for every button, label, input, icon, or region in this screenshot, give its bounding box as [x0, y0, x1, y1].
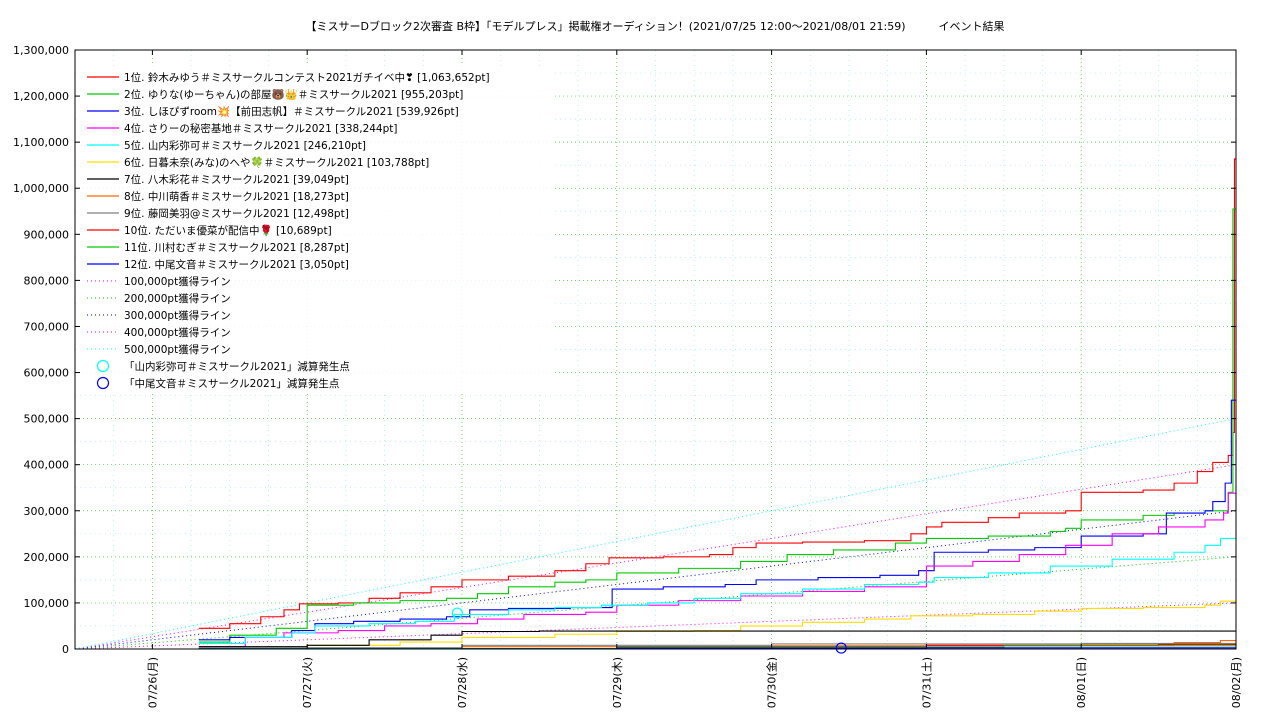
- y-tick-label: 1,000,000: [13, 182, 69, 195]
- chart-title: 【ミスサーDブロック2次審査 B枠】「モデルプレス」掲載権オーディション！(20…: [305, 19, 1004, 33]
- legend-label: 300,000pt獲得ライン: [124, 309, 231, 322]
- x-tick-label: 07/30(金): [765, 657, 779, 708]
- y-axis: 0 100,000 200,000 300,000 400,000 500,000 600,…: [13, 44, 1236, 656]
- y-tick-label: 700,000: [24, 320, 70, 333]
- plot-frame: [74, 49, 1237, 650]
- legend-label: 10位. ただいま優菜が配信中🌹 [10,689pt]: [124, 224, 332, 237]
- y-tick-label: 500,000: [24, 413, 70, 426]
- y-tick-label: 1,100,000: [13, 136, 69, 149]
- subtraction-markers: [451, 607, 847, 654]
- legend-label: 「山内彩弥可＃ミスサークル2021」減算発生点: [124, 360, 350, 373]
- x-tick-label: 07/26(月): [146, 657, 159, 708]
- series-line: [198, 399, 1236, 641]
- legend-label: 11位. 川村むぎ＃ミスサークル2021 [8,287pt]: [124, 241, 349, 254]
- reference-line: [74, 602, 1237, 650]
- legend-label: 500,000pt獲得ライン: [124, 343, 231, 356]
- legend-label: 7位. 八木彩花＃ミスサークル2021 [39,049pt]: [124, 173, 349, 186]
- series-line: [198, 158, 1236, 629]
- series-line: [198, 492, 1236, 648]
- y-tick-label: 900,000: [24, 228, 70, 241]
- y-tick-label: 100,000: [24, 597, 70, 610]
- x-tick-label: 07/29(木): [611, 657, 624, 708]
- legend-label: 6位. 日暮未奈(みな)のへや🍀＃ミスサークル2021 [103,788pt]: [124, 156, 429, 169]
- series-line: [198, 535, 1237, 645]
- legend-label: 2位. ゆりな(ゆーちゃん)の部屋🐻👑＃ミスサークル2021 [955,203p…: [124, 88, 463, 101]
- series-line: [198, 600, 1236, 649]
- y-tick-label: 300,000: [24, 505, 70, 518]
- x-tick-label: 07/28(水): [456, 657, 469, 708]
- legend: 1位. 鈴木みゆう＃ミスサークルコンテスト2021ガチイベ中❣ [1,063,6…: [80, 66, 555, 392]
- grid: [75, 50, 1236, 649]
- legend-label: 400,000pt獲得ライン: [124, 326, 231, 339]
- y-tick-label: 400,000: [24, 459, 70, 472]
- reference-line: [74, 510, 1237, 650]
- legend-label: 「中尾文音＃ミスサークル2021」減算発生点: [124, 377, 339, 390]
- subtraction-marker: [835, 642, 847, 654]
- legend-background: [80, 66, 555, 392]
- y-tick-label: 1,300,000: [13, 44, 69, 57]
- legend-label: 200,000pt獲得ライン: [124, 292, 231, 305]
- x-tick-label: 07/31(土): [920, 657, 933, 708]
- x-axis: 07/26(月) 07/27(火) 07/28(水) 07/29(木) 07/30(金)…: [146, 50, 1243, 708]
- legend-label: 9位. 藤岡美羽@ミスサークル2021 [12,498pt]: [124, 207, 349, 220]
- legend-label: 3位. しほぴずroom💥【前田志帆】＃ミスサークル2021 [539,926p…: [124, 105, 459, 118]
- y-tick-label: 800,000: [24, 274, 70, 287]
- legend-marker: [96, 359, 110, 373]
- legend-label: 8位. 中川萌香＃ミスサークル2021 [18,273pt]: [124, 190, 349, 203]
- x-tick-label: 07/27(火): [301, 657, 314, 708]
- y-tick-label: 600,000: [24, 367, 70, 380]
- y-tick-label: 200,000: [24, 551, 70, 564]
- legend-label: 5位. 山内彩弥可＃ミスサークル2021 [246,210pt]: [124, 139, 366, 152]
- y-tick-label: 1,200,000: [13, 90, 69, 103]
- y-tick-label: 0: [62, 643, 69, 656]
- legend-label: 100,000pt獲得ライン: [124, 275, 231, 288]
- legend-marker: [96, 376, 110, 390]
- legend-label: 4位. さりーの秘密基地＃ミスサークル2021 [338,244pt]: [124, 122, 398, 135]
- legend-label: 1位. 鈴木みゆう＃ミスサークルコンテスト2021ガチイベ中❣ [1,063,6…: [124, 71, 490, 84]
- subtraction-marker: [451, 607, 463, 619]
- x-tick-label: 08/01(日): [1075, 657, 1088, 708]
- series-line: [198, 208, 1236, 643]
- legend-label: 12位. 中尾文音＃ミスサークル2021 [3,050pt]: [124, 258, 349, 271]
- x-tick-label: 08/02(月): [1230, 657, 1243, 708]
- reference-lines: [74, 418, 1237, 650]
